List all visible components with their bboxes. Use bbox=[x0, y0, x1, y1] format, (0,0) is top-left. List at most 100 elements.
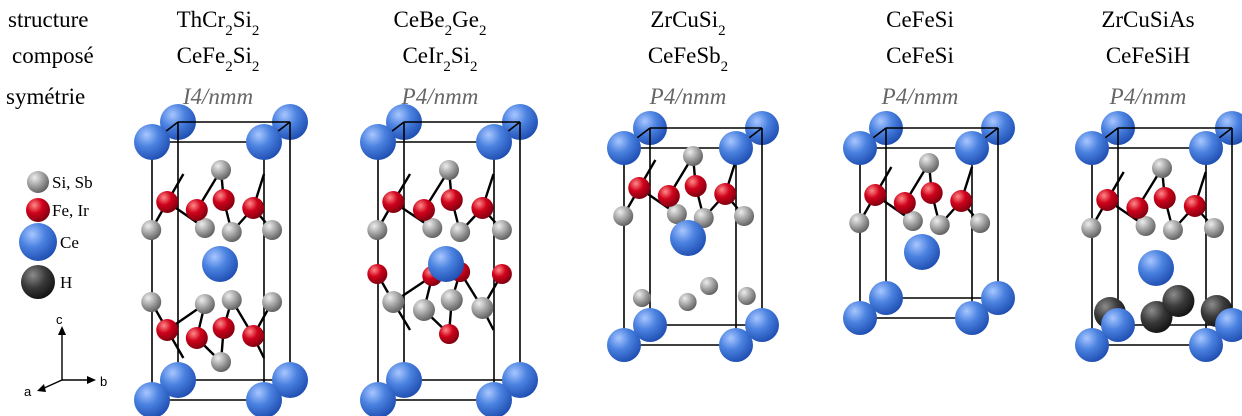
formula-part: CeBe bbox=[394, 7, 445, 32]
axes-indicator: c b a bbox=[24, 312, 107, 399]
ce-atom bbox=[202, 246, 238, 282]
ce-atom bbox=[1138, 250, 1174, 286]
si-sb-atom bbox=[1162, 220, 1183, 240]
formula-part: CeFeSb bbox=[648, 43, 721, 68]
formula-part: CeFeSi bbox=[886, 7, 954, 32]
column-titles: ThCr2Si2CeFe2Si2I4/nmmCeBe2Ge2CeIr2Si2P4… bbox=[177, 7, 1195, 109]
formula-part: Si bbox=[451, 43, 470, 68]
si-sb-atom bbox=[382, 291, 405, 313]
legend: Si, Sb Fe, Ir Ce H bbox=[19, 171, 93, 299]
ce-atom bbox=[719, 328, 753, 362]
subscript: 2 bbox=[479, 23, 487, 39]
subscript: 2 bbox=[445, 23, 453, 39]
fe-ir-atom bbox=[412, 199, 435, 221]
ce-atom bbox=[607, 328, 641, 362]
fe-ir-atom bbox=[382, 191, 405, 213]
fe-ir-atom bbox=[439, 324, 459, 344]
legend-swatch bbox=[19, 223, 57, 261]
ce-atom bbox=[246, 124, 282, 160]
si-sb-atom bbox=[141, 292, 162, 312]
subscript: 2 bbox=[443, 59, 451, 75]
ce-atom bbox=[955, 301, 989, 335]
si-sb-atom bbox=[902, 211, 923, 231]
crystal-structures bbox=[134, 104, 1242, 416]
fe-ir-atom bbox=[491, 264, 512, 284]
fe-ir-atom bbox=[471, 197, 494, 219]
si-sb-atom bbox=[221, 222, 242, 242]
ce-atom bbox=[1075, 131, 1109, 165]
structure-type-label: CeFeSi bbox=[886, 7, 954, 32]
legend-label: Si, Sb bbox=[52, 173, 93, 192]
si-sb-atom bbox=[422, 218, 443, 238]
si-sb-atom bbox=[367, 220, 388, 240]
fe-ir-atom bbox=[367, 264, 388, 284]
legend-swatch bbox=[26, 198, 50, 222]
ce-atom bbox=[160, 362, 196, 398]
si-sb-atom bbox=[412, 299, 435, 321]
fe-ir-atom bbox=[440, 189, 463, 211]
compound-label: CeIr2Si2 bbox=[402, 43, 477, 75]
si-sb-atom bbox=[440, 289, 463, 311]
ce-atom bbox=[246, 382, 282, 416]
structure-type-label: ZrCuSiAs bbox=[1101, 7, 1194, 32]
fe-ir-atom bbox=[893, 192, 916, 214]
ce-atom bbox=[1101, 308, 1135, 342]
fe-ir-atom bbox=[185, 199, 208, 221]
legend-label: Fe, Ir bbox=[52, 201, 89, 220]
fe-ir-atom bbox=[185, 327, 208, 349]
crystal-structure-1 bbox=[134, 104, 308, 416]
fe-ir-atom bbox=[1153, 187, 1176, 209]
si-sb-atom bbox=[262, 292, 283, 312]
b-axis-label: b bbox=[100, 374, 107, 389]
compound-label: CeFeSiH bbox=[1106, 43, 1190, 68]
si-sb-atom bbox=[693, 208, 714, 228]
formula-part: ZrCuSi bbox=[650, 7, 718, 32]
fe-ir-atom bbox=[684, 175, 707, 197]
structure-type-label: ThCr2Si2 bbox=[177, 7, 260, 39]
si-sb-atom bbox=[678, 293, 697, 311]
space-group-label: P4/nmm bbox=[1109, 84, 1187, 109]
c-axis-arrowhead bbox=[58, 326, 66, 335]
si-sb-atom bbox=[221, 290, 242, 310]
fe-ir-atom bbox=[950, 190, 973, 212]
ce-atom bbox=[633, 308, 667, 342]
fe-ir-atom bbox=[628, 177, 651, 199]
subscript: 2 bbox=[721, 59, 729, 75]
si-sb-atom bbox=[613, 206, 634, 226]
fe-ir-atom bbox=[714, 183, 737, 205]
si-sb-atom bbox=[970, 213, 991, 233]
si-sb-atom bbox=[194, 218, 215, 238]
ce-atom bbox=[869, 281, 903, 315]
ce-atom bbox=[428, 246, 464, 282]
si-sb-atom bbox=[849, 213, 870, 233]
si-sb-atom bbox=[737, 287, 756, 305]
ce-atom bbox=[272, 362, 308, 398]
crystal-structure-5 bbox=[1075, 111, 1242, 362]
fe-ir-atom bbox=[156, 191, 179, 213]
fe-ir-atom bbox=[1183, 195, 1206, 217]
legend-swatch bbox=[27, 171, 49, 193]
si-sb-atom bbox=[471, 297, 494, 319]
fe-ir-atom bbox=[864, 184, 887, 206]
b-axis-arrowhead bbox=[87, 376, 96, 384]
formula-part: ThCr bbox=[177, 7, 226, 32]
ce-atom bbox=[476, 382, 512, 416]
si-sb-atom bbox=[666, 204, 687, 224]
subscript: 2 bbox=[225, 23, 233, 39]
ce-atom bbox=[670, 220, 706, 256]
ce-atom bbox=[360, 124, 396, 160]
si-sb-atom bbox=[450, 222, 471, 242]
legend-label: Ce bbox=[60, 233, 79, 252]
fe-ir-atom bbox=[156, 319, 179, 341]
compound-label: CeFeSb2 bbox=[648, 43, 728, 75]
row-label-structure: structure bbox=[8, 7, 88, 32]
fe-ir-atom bbox=[657, 185, 680, 207]
ce-atom bbox=[1215, 308, 1242, 342]
si-sb-atom bbox=[700, 277, 719, 295]
space-group-label: P4/nmm bbox=[881, 84, 959, 109]
ce-atom bbox=[955, 131, 989, 165]
si-sb-atom bbox=[194, 294, 215, 314]
si-sb-atom bbox=[632, 289, 651, 307]
formula-part: Si bbox=[233, 43, 252, 68]
